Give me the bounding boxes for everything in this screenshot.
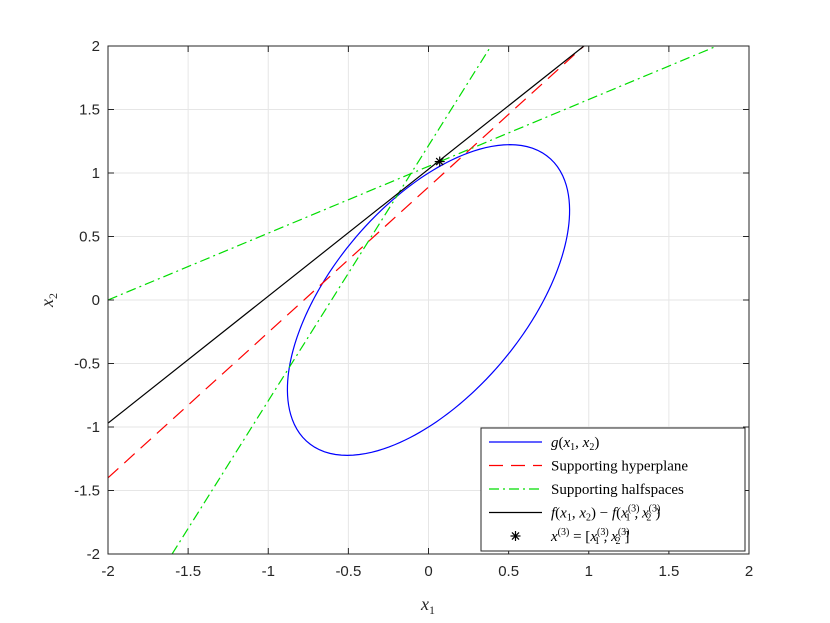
point-marker — [434, 156, 445, 167]
x-tick-label: 1 — [585, 563, 593, 580]
legend: g(x1, x2) Supporting hyperplane Supporting… — [480, 427, 746, 552]
y-tick-label: -1.5 — [74, 483, 100, 500]
y-tick-label: 2 — [92, 38, 100, 55]
x-tick-label: -1 — [262, 563, 275, 580]
x-tick-label: 2 — [745, 563, 753, 580]
legend-label: Supporting hyperplane — [551, 459, 688, 475]
series-line-2-0 — [108, 46, 718, 301]
legend-label: x(3) = [x(3) 1, x(3) 2] — [550, 527, 630, 547]
x-tick-label: -2 — [101, 563, 114, 580]
x-axis-label: x1 — [420, 594, 435, 617]
y-tick-label: 1 — [92, 165, 100, 182]
y-tick-label: 0 — [92, 292, 100, 309]
x-tick-label: -1.5 — [175, 563, 201, 580]
legend-label: f(x1, x2) − f(x(3) 1, x(3) 2) — [551, 504, 660, 524]
x-tick-label: 0 — [424, 563, 432, 580]
y-axis-label: x2 — [37, 293, 60, 308]
series-line-3 — [108, 46, 585, 424]
y-tick-label: -2 — [87, 546, 100, 563]
ellipse-g-curve — [286, 144, 571, 456]
series-line-1 — [108, 46, 585, 479]
y-tick-label: -1 — [87, 419, 100, 436]
legend-marker — [510, 531, 521, 541]
series-layer — [108, 46, 718, 554]
ticks: -2 -1.5 -1 -0.5 0 0.5 1 1.5 2 -2 -1.5 -1 -0.5 0 0.5 1 1.… — [74, 38, 753, 580]
legend-label: Supporting halfspaces — [551, 482, 684, 498]
legend-label: g(x1, x2) — [551, 435, 599, 453]
x-tick-label: 1.5 — [658, 563, 679, 580]
x-tick-label: 0.5 — [498, 563, 519, 580]
y-tick-label: 0.5 — [79, 229, 100, 246]
x-tick-label: -0.5 — [335, 563, 361, 580]
y-tick-label: -0.5 — [74, 356, 100, 373]
y-tick-label: 1.5 — [79, 102, 100, 119]
